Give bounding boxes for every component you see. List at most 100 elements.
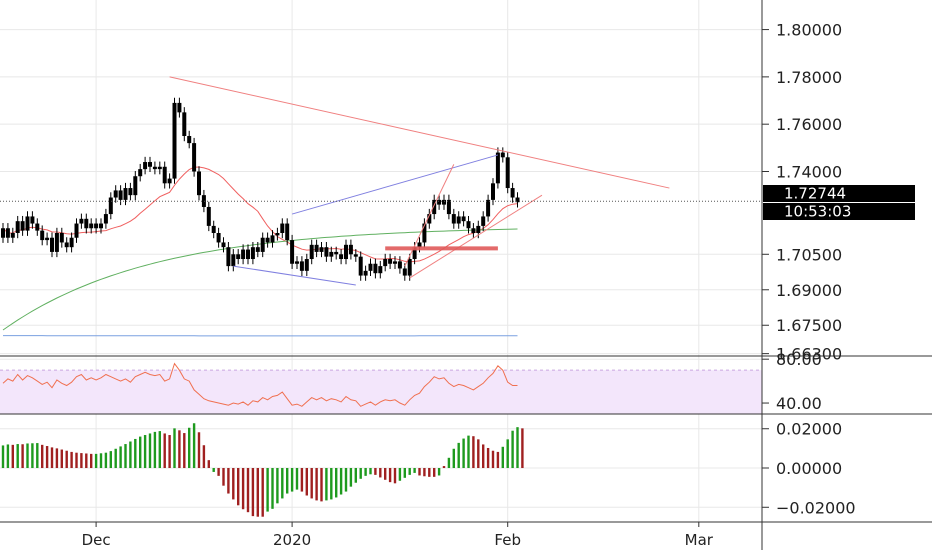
candle-body[interactable] <box>217 233 221 242</box>
candle-body[interactable] <box>496 153 500 184</box>
candle-body[interactable] <box>300 261 304 270</box>
candle-body[interactable] <box>236 254 240 259</box>
candle-body[interactable] <box>124 188 128 200</box>
candle-body[interactable] <box>45 238 49 240</box>
candle-body[interactable] <box>251 247 255 259</box>
candle-body[interactable] <box>486 200 490 217</box>
candle-body[interactable] <box>99 224 103 229</box>
candle-body[interactable] <box>506 157 510 188</box>
candle-body[interactable] <box>35 224 39 231</box>
candle-body[interactable] <box>324 247 328 256</box>
candle-body[interactable] <box>21 221 25 230</box>
candle-body[interactable] <box>261 238 265 252</box>
candle-body[interactable] <box>271 235 275 242</box>
candle-body[interactable] <box>305 259 309 271</box>
candle-body[interactable] <box>393 261 397 263</box>
candle-body[interactable] <box>177 103 181 112</box>
candle-body[interactable] <box>437 200 441 205</box>
candle-body[interactable] <box>310 245 314 259</box>
candle-body[interactable] <box>182 112 186 136</box>
candle-body[interactable] <box>329 252 333 257</box>
candle-body[interactable] <box>89 224 93 229</box>
candle-body[interactable] <box>26 216 30 230</box>
candle-body[interactable] <box>354 254 358 256</box>
candle-body[interactable] <box>280 224 284 233</box>
candle-body[interactable] <box>408 259 412 276</box>
candle-body[interactable] <box>11 233 15 238</box>
candle-body[interactable] <box>163 167 167 184</box>
candle-body[interactable] <box>403 268 407 275</box>
trendline[interactable] <box>233 266 355 285</box>
candle-body[interactable] <box>168 179 172 184</box>
candle-body[interactable] <box>471 228 475 233</box>
candle-body[interactable] <box>476 226 480 233</box>
candle-body[interactable] <box>40 231 44 240</box>
candle-body[interactable] <box>378 266 382 273</box>
candle-body[interactable] <box>398 261 402 268</box>
candle-body[interactable] <box>511 188 515 197</box>
candle-body[interactable] <box>153 167 157 169</box>
candle-body[interactable] <box>320 247 324 252</box>
candle-body[interactable] <box>344 245 348 259</box>
candle-body[interactable] <box>452 214 456 223</box>
candle-body[interactable] <box>457 216 461 223</box>
candle-body[interactable] <box>373 264 377 273</box>
candle-body[interactable] <box>212 226 216 233</box>
candle-body[interactable] <box>447 200 451 214</box>
candle-body[interactable] <box>79 219 83 224</box>
candle-body[interactable] <box>55 233 59 252</box>
candle-body[interactable] <box>266 238 270 243</box>
candle-body[interactable] <box>114 190 118 197</box>
trendline[interactable] <box>292 155 498 214</box>
candle-body[interactable] <box>501 153 505 158</box>
candle-body[interactable] <box>349 245 353 254</box>
candle-body[interactable] <box>158 167 162 169</box>
candle-body[interactable] <box>70 238 74 247</box>
trendline[interactable] <box>410 195 542 278</box>
candle-body[interactable] <box>241 250 245 259</box>
candle-body[interactable] <box>197 171 201 195</box>
candle-body[interactable] <box>128 188 132 195</box>
candle-body[interactable] <box>30 216 34 223</box>
candle-body[interactable] <box>84 219 88 228</box>
candle-body[interactable] <box>467 221 471 228</box>
candle-body[interactable] <box>315 245 319 252</box>
candle-body[interactable] <box>192 143 196 171</box>
candle-body[interactable] <box>50 238 54 252</box>
candle-body[interactable] <box>222 242 226 247</box>
candle-body[interactable] <box>104 214 108 223</box>
candle-body[interactable] <box>359 257 363 276</box>
candle-body[interactable] <box>109 198 113 215</box>
candle-body[interactable] <box>202 195 206 207</box>
candle-body[interactable] <box>383 259 387 266</box>
candle-body[interactable] <box>60 233 64 242</box>
candle-body[interactable] <box>462 216 466 221</box>
candle-body[interactable] <box>275 233 279 235</box>
candle-body[interactable] <box>481 216 485 225</box>
candle-body[interactable] <box>285 224 289 241</box>
candle-body[interactable] <box>334 252 338 254</box>
candle-body[interactable] <box>226 247 230 266</box>
candle-body[interactable] <box>364 271 368 276</box>
candle-body[interactable] <box>6 228 10 237</box>
candle-body[interactable] <box>295 261 299 263</box>
candle-body[interactable] <box>388 259 392 264</box>
candle-body[interactable] <box>491 183 495 200</box>
candle-body[interactable] <box>246 250 250 259</box>
candle-body[interactable] <box>65 242 69 247</box>
candle-body[interactable] <box>148 162 152 167</box>
candle-body[interactable] <box>442 200 446 205</box>
candle-body[interactable] <box>173 103 177 179</box>
candle-body[interactable] <box>133 176 137 195</box>
candle-body[interactable] <box>369 264 373 271</box>
candle-body[interactable] <box>16 221 20 233</box>
candle-body[interactable] <box>138 169 142 176</box>
candle-body[interactable] <box>207 207 211 226</box>
candle-body[interactable] <box>75 224 79 238</box>
candle-body[interactable] <box>256 247 260 252</box>
candle-body[interactable] <box>187 136 191 143</box>
candle-body[interactable] <box>1 228 5 237</box>
candle-body[interactable] <box>94 224 98 229</box>
